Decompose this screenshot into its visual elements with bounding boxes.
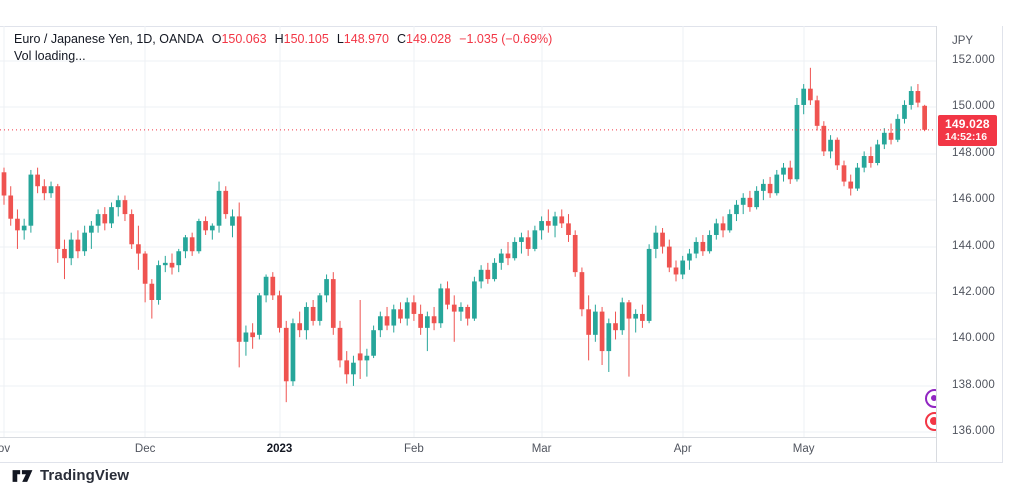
widget-top-border [0,26,1003,27]
price-tick: 150.000 [952,100,995,113]
time-tick: Mar [531,443,552,455]
price-axis-separator [936,26,937,462]
price-axis[interactable]: JPY 152.000 150.000 148.000 146.000 144.000 1… [937,26,1002,462]
price-tick: 138.000 [952,378,995,391]
time-tick: Apr [673,443,692,455]
time-tick: ov [0,443,11,455]
open-value: 150.063 [221,32,267,46]
candlestick-chart [0,26,936,437]
high-value: 150.105 [283,32,329,46]
event-badge-icon[interactable] [925,412,936,431]
price-tick: 152.000 [952,53,995,66]
idea-badge-icon[interactable] [925,389,936,408]
time-axis[interactable]: ov Dec 2023 Feb Mar Apr May [0,438,936,462]
chart-pane[interactable] [0,26,936,437]
high-label: H [274,32,284,46]
close-value: 149.028 [406,32,452,46]
time-tick: Feb [403,443,424,455]
price-tick: 148.000 [952,146,995,159]
volume-indicator-status[interactable]: Vol loading... [14,49,86,63]
close-label: C [396,32,407,46]
bar-countdown: 14:52:16 [945,130,988,143]
low-label: L [336,32,344,46]
low-value: 148.970 [343,32,389,46]
time-tick: Dec [134,443,156,455]
widget-right-border [1002,26,1003,463]
tradingview-logo-icon [12,469,33,482]
time-axis-separator [0,437,1002,438]
price-tick: 142.000 [952,286,995,299]
last-price-value: 149.028 [945,116,990,131]
currency-label: JPY [952,35,974,47]
price-tick: 136.000 [952,425,995,438]
price-tick: 146.000 [952,193,995,206]
change-value: −1.035 (−0.69%) [459,32,553,46]
widget-bottom-border [0,462,1003,463]
legend-symbol-row: Euro / Japanese Yen, 1D, OANDA O150.063 H1… [14,32,552,46]
chart-legend[interactable]: Euro / Japanese Yen, 1D, OANDA O150.063 H1… [14,32,552,63]
time-tick: May [792,443,815,455]
brand-name: TradingView [40,467,130,484]
open-label: O [211,32,222,46]
tradingview-brand[interactable]: TradingView [12,467,129,484]
last-price-label: 149.028 14:52:16 [938,114,997,146]
price-tick: 144.000 [952,239,995,252]
time-tick: 2023 [266,443,293,455]
price-tick: 140.000 [952,332,995,345]
symbol-title[interactable]: Euro / Japanese Yen, 1D, OANDA [14,32,204,46]
